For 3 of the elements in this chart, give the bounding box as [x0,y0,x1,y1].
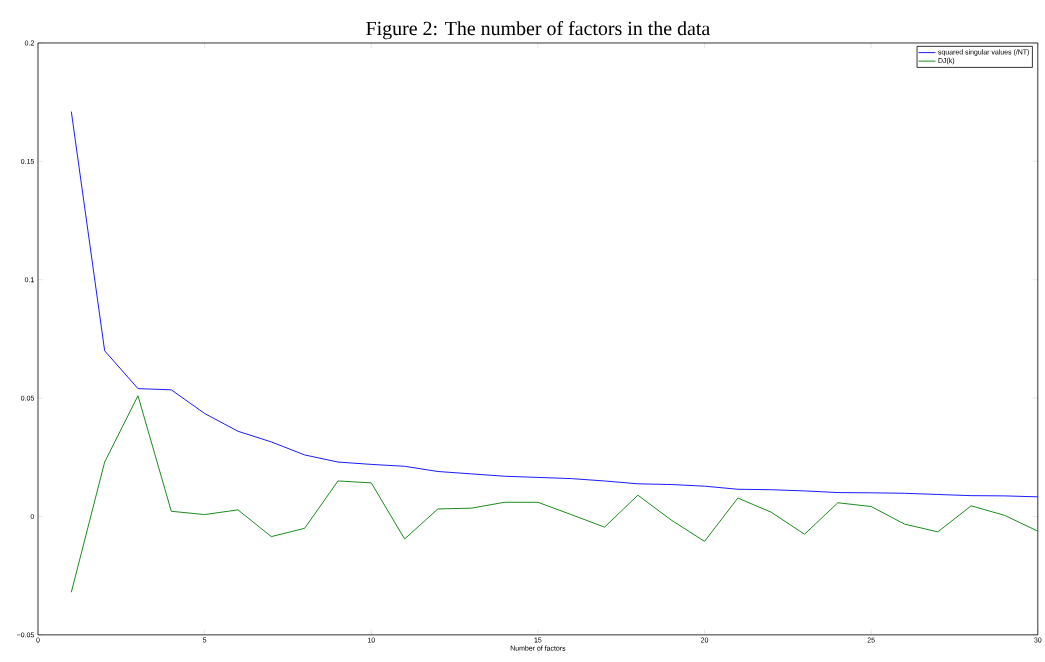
line-series [70,395,1038,593]
line-series [70,111,1038,498]
chart-title: Figure 2: The number of factors in the data [366,21,710,40]
